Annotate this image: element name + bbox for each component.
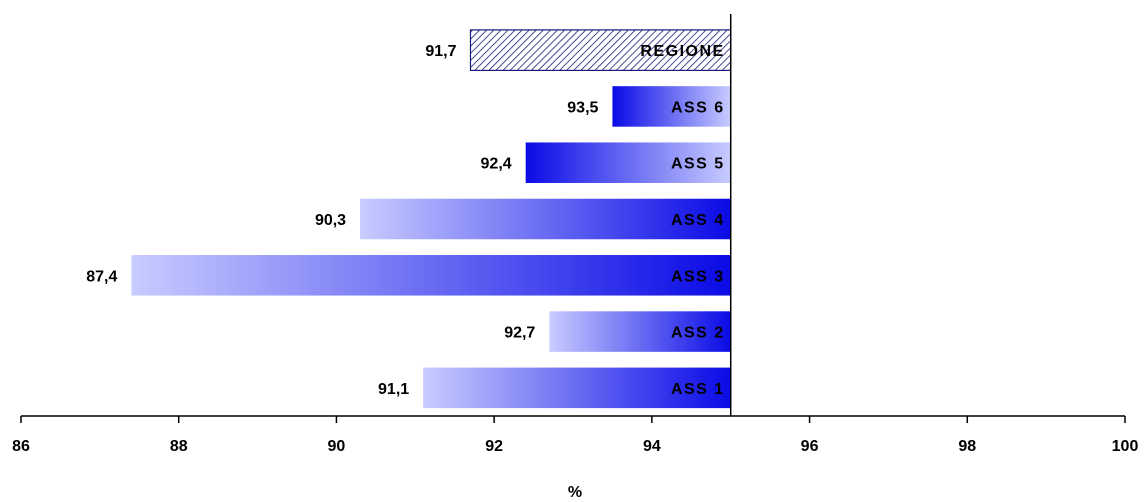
- bar-ass-2: [549, 311, 731, 352]
- x-tick-label: 100: [1112, 438, 1139, 455]
- bar-category-label: ASS 1: [671, 381, 725, 398]
- x-tick-label: 94: [643, 438, 661, 455]
- bar-ass-5: [525, 142, 731, 183]
- x-axis: 86 88 90 92 94 96 98 100: [12, 14, 1138, 455]
- bar-ass-4: [360, 198, 731, 240]
- x-tick-label: 90: [328, 438, 346, 455]
- bar-value-label: 92,7: [504, 325, 535, 342]
- bar-value-label: 91,7: [425, 43, 456, 60]
- bar-category-label: ASS 6: [671, 99, 725, 116]
- bar-value-label: 90,3: [315, 212, 346, 229]
- x-tick-label: 96: [801, 438, 819, 455]
- bar-category-label: ASS 3: [671, 268, 725, 285]
- bar-category-label: ASS 4: [671, 212, 725, 229]
- bar-value-label: 93,5: [567, 99, 598, 116]
- bar-value-label: 87,4: [86, 268, 117, 285]
- x-tick-label: 98: [958, 438, 976, 455]
- x-axis-title: %: [568, 484, 582, 501]
- x-tick-label: 86: [12, 438, 30, 455]
- bar-value-label: 91,1: [378, 381, 409, 398]
- bar-regione: [469, 29, 732, 72]
- bar-category-label: REGIONE: [640, 43, 724, 60]
- bar-category-label: ASS 2: [671, 325, 725, 342]
- x-tick-label: 88: [170, 438, 188, 455]
- bar-value-label: 92,4: [481, 156, 512, 173]
- bar-ass-6: [612, 86, 731, 127]
- bar-ass-1: [423, 367, 731, 409]
- bar-category-label: ASS 5: [671, 156, 725, 173]
- x-tick-label: 92: [485, 438, 503, 455]
- bars: REGIONE 91,7 ASS 6 93,5 ASS 5 92,4 ASS 4 90,3 AS…: [86, 29, 732, 409]
- bar-ass-3: [131, 255, 731, 296]
